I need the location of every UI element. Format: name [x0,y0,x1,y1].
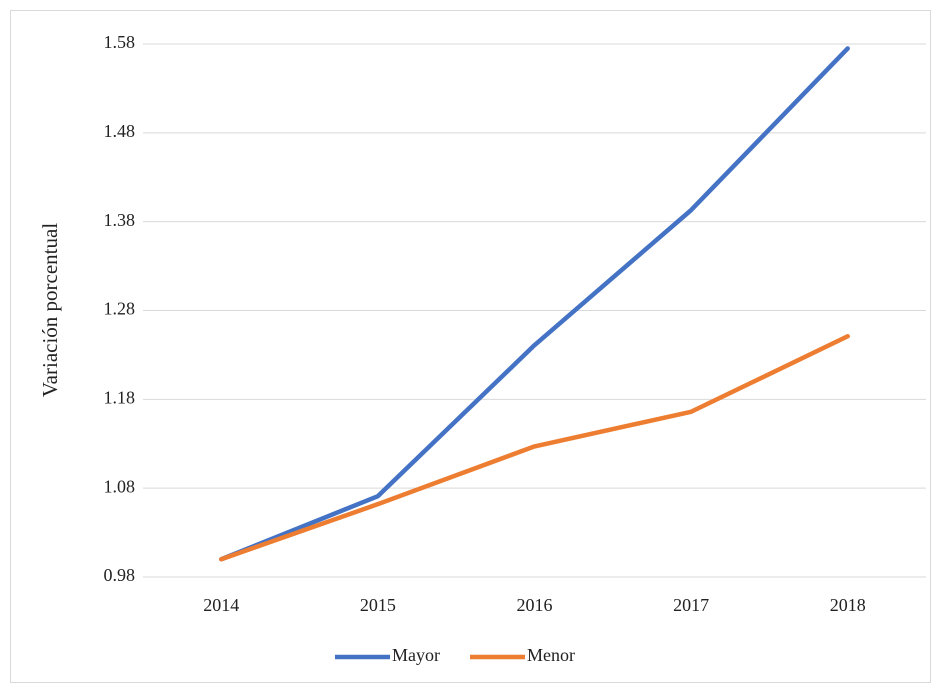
y-tick-label: 1.38 [104,210,136,230]
x-tick-label: 2017 [673,595,709,615]
x-tick-label: 2014 [203,595,239,615]
data-line [219,334,850,562]
x-tick-label: 2015 [360,595,396,615]
legend-label: Mayor [392,645,440,665]
data-line [219,46,850,562]
legend-label: Menor [527,645,575,665]
y-tick-label: 1.08 [104,476,136,496]
y-tick-label: 1.28 [104,299,136,319]
y-tick-label: 0.98 [104,565,136,585]
y-tick-label: 1.48 [104,121,136,141]
x-tick-label: 2018 [830,595,866,615]
chart-frame [10,10,931,683]
y-axis-title: Variación porcentual [38,223,62,398]
x-tick-label: 2016 [517,595,553,615]
y-tick-label: 1.58 [104,32,136,52]
y-tick-label: 1.18 [104,387,136,407]
